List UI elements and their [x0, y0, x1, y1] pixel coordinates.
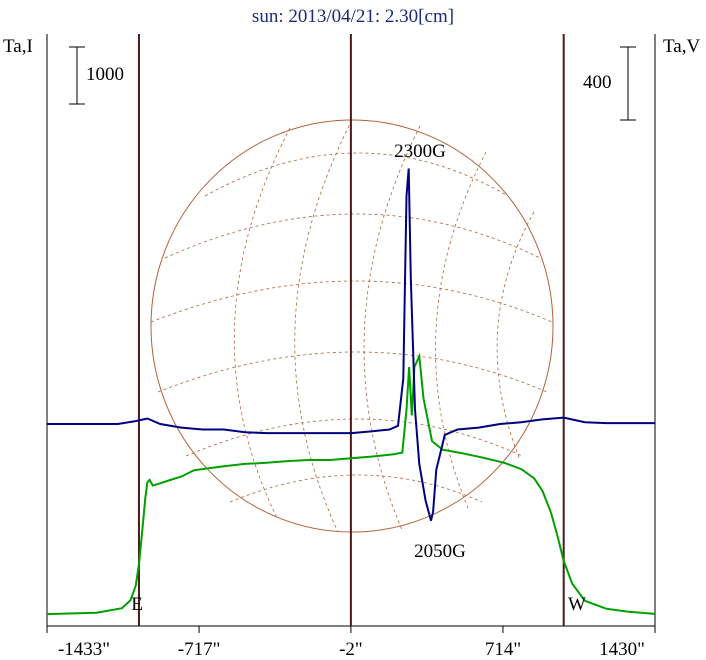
left-scale-label: 1000 — [86, 64, 124, 85]
x-tick-label: -717" — [178, 639, 221, 660]
marker-lines — [137, 34, 565, 626]
x-tick-label: -2" — [339, 639, 363, 660]
right-scale-label: 400 — [583, 72, 612, 93]
solar-disk — [150, 119, 554, 533]
east-marker-label: E — [131, 594, 143, 615]
left-axis-label: Ta,I — [3, 36, 33, 57]
chart-title: sun: 2013/04/21: 2.30[cm] — [252, 6, 454, 27]
west-marker-label: W — [568, 594, 586, 615]
x-tick-label: 714" — [485, 639, 521, 660]
right-scale-bar — [620, 46, 636, 121]
series-polarization-line — [47, 168, 655, 521]
x-tick-label: -1433" — [58, 639, 110, 660]
left-scale-bar — [69, 46, 85, 105]
right-axis-label: Ta,V — [663, 36, 700, 57]
x-tick-label: 1430" — [599, 639, 645, 660]
series-intensity-line — [46, 352, 656, 616]
annotation-2050g: 2050G — [414, 541, 466, 562]
annotation-2300g: 2300G — [394, 141, 446, 162]
x-axis-ticks: -1433" -717" -2" 714" 1430" — [46, 626, 656, 660]
